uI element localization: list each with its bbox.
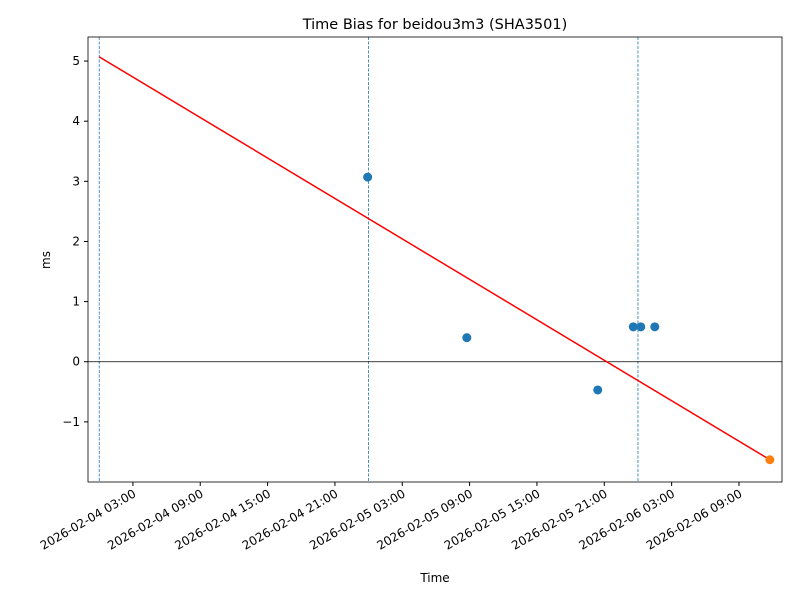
plot-frame — [87, 36, 783, 483]
data-point — [765, 455, 775, 465]
y-tick-label: 0 — [72, 355, 80, 369]
y-axis-label: ms — [39, 251, 53, 269]
data-point — [650, 322, 660, 332]
data-point — [628, 322, 638, 332]
data-point — [593, 385, 603, 395]
y-tick-label: 1 — [72, 295, 80, 309]
y-tick-label: 4 — [72, 114, 80, 128]
y-tick-label: 5 — [72, 54, 80, 68]
y-tick-label: 2 — [72, 234, 80, 248]
data-point — [363, 172, 373, 182]
fit-line — [98, 56, 771, 461]
chart-title: Time Bias for beidou3m3 (SHA3501) — [302, 17, 568, 33]
data-point — [462, 333, 472, 343]
x-axis-label: Time — [419, 571, 449, 585]
y-tick-label: −1 — [62, 415, 80, 429]
y-tick-label: 3 — [72, 174, 80, 188]
data-point — [636, 322, 646, 332]
